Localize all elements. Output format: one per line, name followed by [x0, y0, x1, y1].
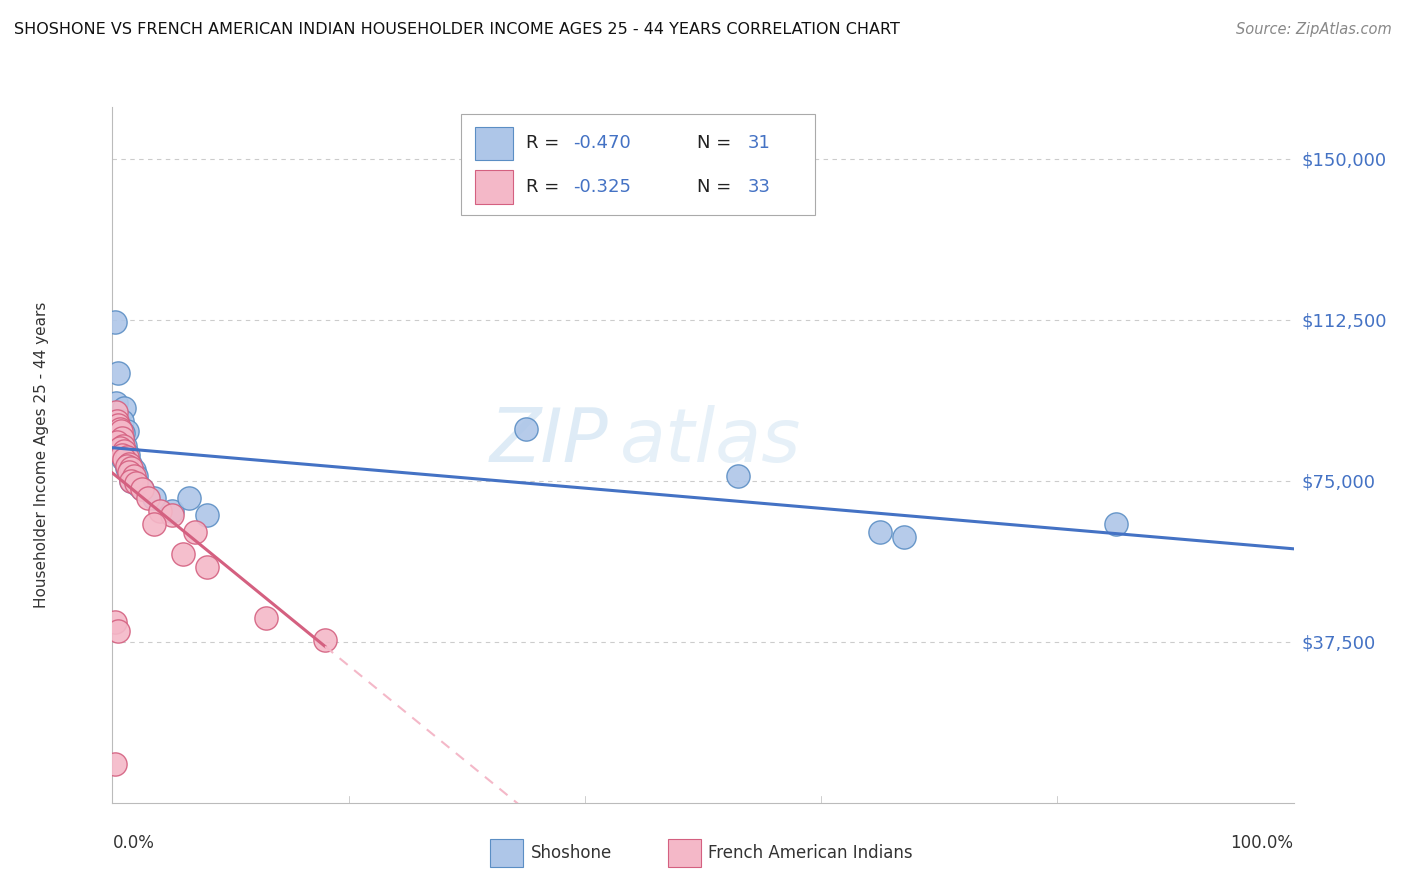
Text: -0.325: -0.325	[574, 178, 631, 196]
Point	[111, 448, 134, 462]
Text: 31: 31	[748, 134, 770, 153]
Text: N =: N =	[697, 178, 737, 196]
Point	[112, 439, 135, 453]
Point	[104, 757, 127, 772]
Text: atlas: atlas	[620, 405, 801, 477]
Bar	[491, 839, 523, 867]
Point	[105, 413, 128, 427]
Point	[115, 450, 138, 464]
Point	[122, 463, 145, 477]
Point	[107, 417, 129, 432]
Point	[108, 422, 131, 436]
Text: -0.470: -0.470	[574, 134, 631, 153]
Text: 100.0%: 100.0%	[1230, 834, 1294, 852]
Point	[893, 529, 915, 543]
Point	[179, 491, 201, 505]
Point	[111, 413, 134, 427]
Point	[118, 465, 141, 479]
Point	[105, 435, 128, 450]
Point	[120, 460, 142, 475]
Point	[515, 422, 537, 436]
Point	[1105, 516, 1128, 531]
Point	[142, 516, 165, 531]
Point	[142, 491, 165, 505]
Point	[254, 611, 277, 625]
Bar	[475, 170, 513, 203]
Point	[104, 315, 127, 329]
Point	[149, 504, 172, 518]
Text: SHOSHONE VS FRENCH AMERICAN INDIAN HOUSEHOLDER INCOME AGES 25 - 44 YEARS CORRELA: SHOSHONE VS FRENCH AMERICAN INDIAN HOUSE…	[14, 22, 900, 37]
Point	[112, 452, 135, 467]
Point	[112, 426, 135, 441]
Point	[115, 460, 138, 475]
Point	[127, 478, 149, 492]
Text: R =: R =	[526, 134, 565, 153]
Text: 33: 33	[748, 178, 770, 196]
Point	[107, 624, 129, 638]
Point	[112, 443, 135, 458]
Point	[115, 425, 138, 439]
Point	[105, 396, 128, 410]
Text: N =: N =	[697, 134, 737, 153]
Text: Householder Income Ages 25 - 44 years: Householder Income Ages 25 - 44 years	[34, 301, 49, 608]
Point	[114, 439, 136, 453]
Point	[131, 483, 153, 497]
Point	[118, 465, 141, 479]
Text: Shoshone: Shoshone	[530, 844, 612, 862]
Point	[110, 425, 132, 439]
Point	[125, 469, 148, 483]
Point	[111, 431, 134, 445]
Point	[184, 525, 207, 540]
Point	[108, 443, 131, 458]
Point	[195, 559, 218, 574]
Point	[120, 474, 142, 488]
Point	[112, 452, 135, 467]
Point	[160, 508, 183, 522]
Point	[108, 422, 131, 436]
Point	[125, 475, 148, 490]
Point	[172, 547, 194, 561]
Point	[105, 405, 128, 419]
Text: R =: R =	[526, 178, 565, 196]
Point	[727, 469, 749, 483]
Point	[120, 474, 142, 488]
Point	[108, 442, 131, 456]
Text: 0.0%: 0.0%	[112, 834, 155, 852]
Point	[314, 632, 336, 647]
Point	[117, 448, 139, 462]
Bar	[668, 839, 700, 867]
Point	[122, 469, 145, 483]
Text: Source: ZipAtlas.com: Source: ZipAtlas.com	[1236, 22, 1392, 37]
Point	[112, 401, 135, 415]
Point	[160, 504, 183, 518]
Point	[110, 435, 132, 450]
Point	[131, 483, 153, 497]
Point	[105, 431, 128, 445]
Point	[136, 491, 159, 505]
Point	[104, 615, 127, 630]
Point	[869, 525, 891, 540]
Point	[195, 508, 218, 522]
Point	[107, 367, 129, 381]
Point	[115, 458, 138, 473]
Point	[120, 457, 142, 471]
Text: ZIP: ZIP	[489, 405, 609, 477]
FancyBboxPatch shape	[461, 114, 815, 215]
Point	[118, 457, 141, 471]
Text: French American Indians: French American Indians	[707, 844, 912, 862]
Bar	[475, 127, 513, 160]
